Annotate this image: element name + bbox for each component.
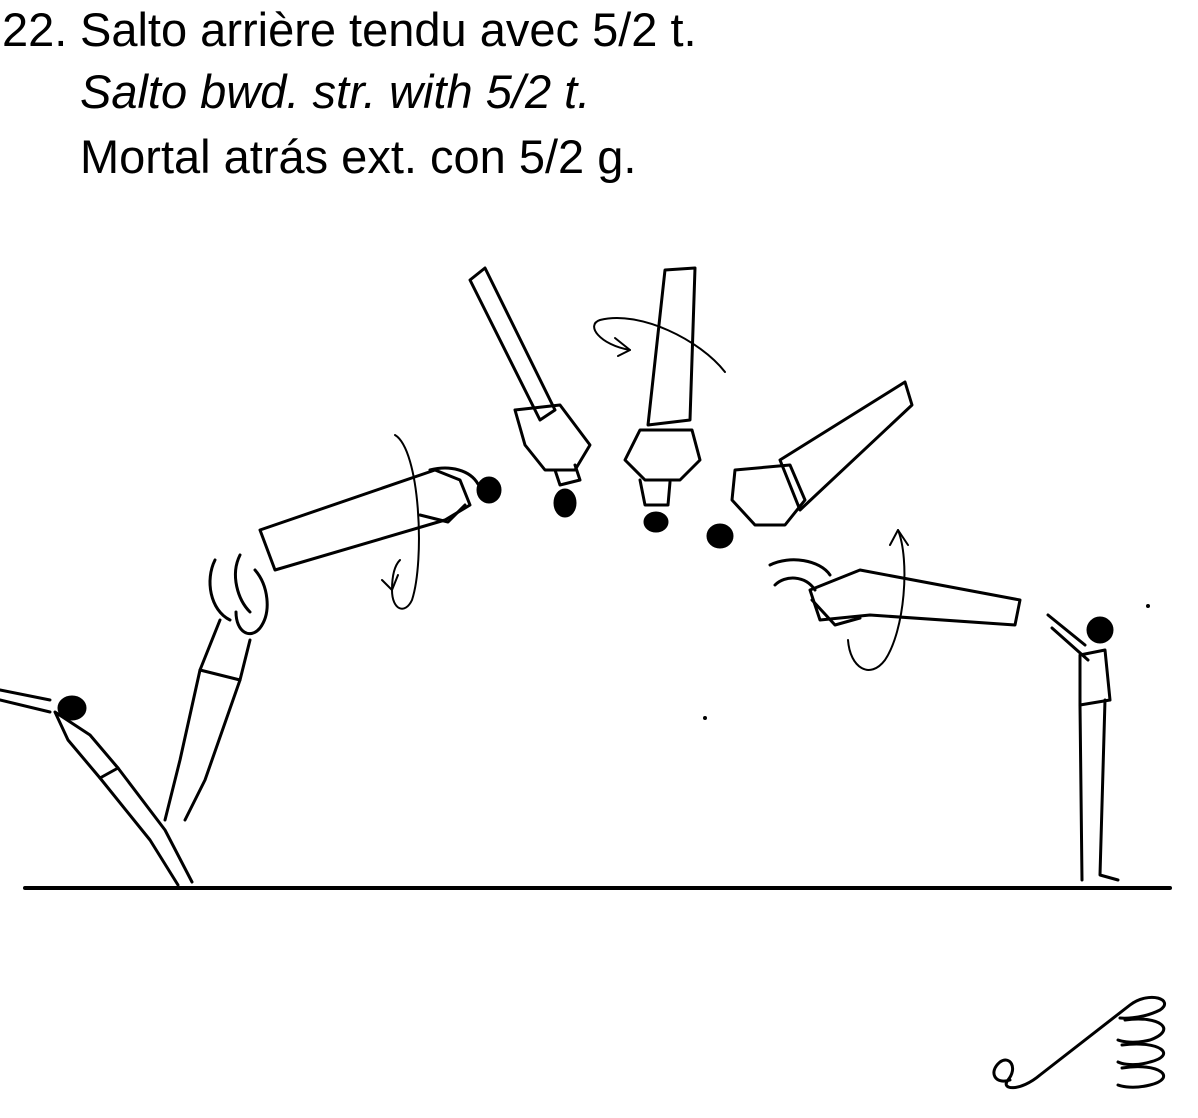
gymnast-figure-inverted-top (623, 266, 702, 533)
element-number: 22. (2, 3, 68, 56)
twist-arrow-icon (593, 317, 726, 373)
element-header: 22. Salto arrière tendu avec 5/2 t. Salt… (0, 0, 1198, 200)
gymnast-figure-horizontal-1 (258, 466, 502, 572)
twist-arrow-icon (381, 434, 420, 610)
element-title-english: Salto bwd. str. with 5/2 t. (80, 65, 591, 118)
twist-arrow-icon (847, 529, 909, 671)
gymnast-figure-rising (163, 553, 269, 822)
element-title-spanish: Mortal atrás ext. con 5/2 g. (80, 130, 637, 183)
dot-mark (703, 716, 707, 720)
gymnast-figure-descending (706, 380, 914, 549)
gymnast-figure-inverted-1 (468, 266, 592, 518)
element-title-french: Salto arrière tendu avec 5/2 t. (80, 3, 697, 56)
floor-apparatus-symbol-icon (992, 995, 1167, 1090)
gymnast-figure-landing (1046, 613, 1120, 882)
gymnast-figure-horizontal-2 (768, 558, 1022, 627)
dot-mark (1146, 604, 1150, 608)
gymnast-figure-takeoff (0, 688, 194, 887)
